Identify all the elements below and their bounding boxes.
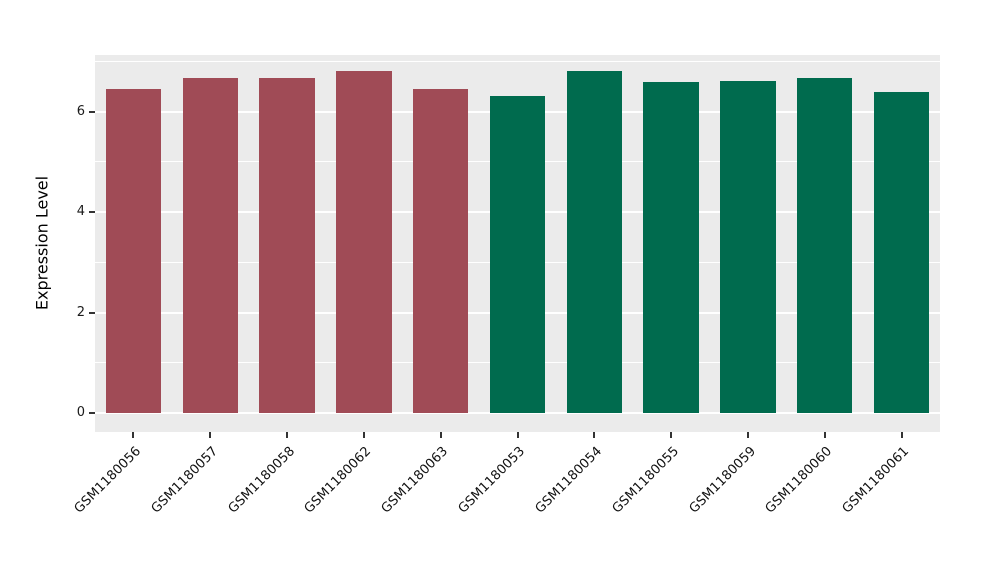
x-tick-label: GSM1180055	[609, 444, 682, 517]
bar	[643, 82, 699, 413]
y-tick-label: 6	[76, 103, 85, 119]
y-tick-label: 2	[76, 304, 85, 320]
bar	[797, 77, 853, 413]
x-tick-mark	[439, 432, 442, 438]
x-tick-mark	[209, 432, 212, 438]
x-tick-mark	[746, 432, 749, 438]
x-tick-label: GSM1180054	[532, 444, 605, 517]
y-tick-label: 4	[76, 204, 85, 219]
bar	[720, 81, 776, 413]
bar	[105, 88, 162, 413]
bar	[413, 88, 469, 413]
bar	[259, 77, 315, 413]
x-tick-label: GSM1180057	[148, 444, 221, 517]
gridline	[95, 412, 940, 414]
x-tick-label: GSM1180062	[302, 444, 375, 517]
x-tick-label: GSM1180053	[455, 444, 529, 517]
x-tick-label: GSM1180058	[225, 444, 298, 517]
x-tick-label: GSM1180063	[378, 444, 452, 517]
y-axis-label: Expression Level	[32, 175, 52, 311]
x-tick-label: GSM1180061	[839, 444, 913, 517]
plot-panel	[95, 55, 940, 432]
bar	[566, 71, 622, 413]
gridline	[95, 60, 940, 62]
x-tick-mark	[132, 432, 135, 438]
x-tick-mark	[286, 432, 289, 438]
bar	[182, 77, 238, 413]
x-tick-label: GSM1180056	[71, 444, 145, 517]
x-tick-mark	[823, 432, 826, 438]
bar	[489, 96, 546, 413]
y-tick-mark	[89, 412, 95, 414]
x-tick-mark	[362, 432, 365, 438]
y-tick-mark	[89, 211, 95, 213]
x-tick-label: GSM1180060	[762, 444, 836, 517]
x-tick-label: GSM1180059	[686, 444, 759, 517]
x-tick-mark	[670, 432, 673, 438]
y-tick-mark	[89, 110, 95, 113]
x-tick-mark	[516, 432, 519, 438]
y-tick-label: 0	[76, 405, 85, 420]
x-tick-mark	[900, 432, 903, 438]
y-tick-mark	[89, 311, 95, 314]
x-tick-mark	[593, 432, 596, 438]
bar	[873, 92, 930, 413]
bar	[336, 71, 392, 413]
